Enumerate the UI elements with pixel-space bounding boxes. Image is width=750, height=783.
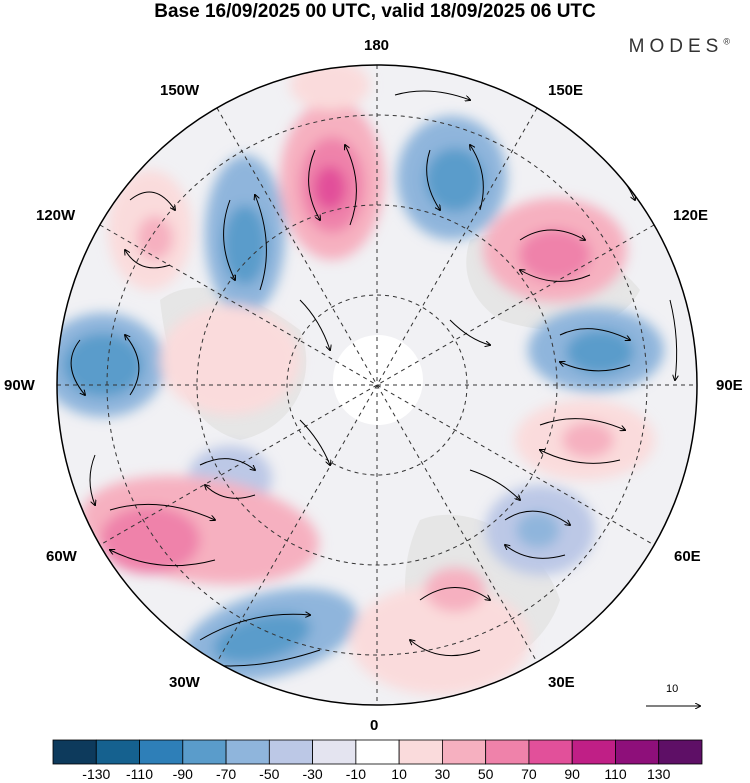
colorbar-tick-label: 50 [477, 766, 494, 782]
colorbar-swatch [268, 739, 313, 765]
polar-cap [333, 335, 423, 425]
colorbar-tick-label: -50 [259, 766, 280, 782]
lon-label-120w: 120W [36, 207, 76, 224]
modes-logo: MODES® [629, 36, 730, 58]
colorbar-swatch [182, 739, 227, 765]
colorbar-swatch [658, 739, 703, 765]
colorbar [52, 739, 703, 765]
colorbar-tick-label: -90 [172, 766, 193, 782]
lon-label-30w: 30W [169, 674, 200, 691]
colorbar-tick-label: -10 [345, 766, 367, 782]
colorbar-tick-label: -30 [302, 766, 323, 782]
colorbar-tick-label: 110 [604, 766, 627, 782]
lon-label-150w: 150W [160, 82, 200, 99]
colorbar-tick-label: 70 [521, 766, 537, 782]
registered-mark: ® [723, 36, 730, 47]
colorbar-swatch [615, 739, 660, 765]
colorbar-labels: -130 -110 -90 -70 -50 -30 -10 10 30 50 70 90 110 130 [0, 766, 750, 783]
lon-label-60w: 60W [46, 548, 77, 565]
colorbar-tick-label: 30 [434, 766, 451, 782]
vector-scale-label: 10 [666, 683, 679, 695]
colorbar-swatch [355, 739, 400, 765]
colorbar-tick-label: -110 [126, 766, 153, 782]
colorbar-swatch [485, 739, 530, 765]
colorbar-tick-label: -70 [215, 766, 237, 782]
colorbar-swatch [312, 739, 357, 765]
colorbar-tick-label: 90 [564, 766, 580, 782]
colorbar-swatch [225, 739, 270, 765]
lon-label-120e: 120E [673, 207, 709, 224]
lon-label-60e: 60E [674, 548, 701, 565]
wind-vectors [70, 90, 677, 666]
colorbar-swatch [52, 739, 97, 765]
colorbar-swatch [441, 739, 487, 765]
brand-text: MODES [628, 36, 724, 57]
anomaly-field [57, 65, 697, 705]
lon-label-90w: 90W [4, 377, 35, 394]
colorbar-tick-label: 10 [391, 766, 407, 782]
lon-label-0: 0 [370, 717, 379, 734]
colorbar-tick-label: 130 [647, 766, 671, 782]
map-boundary [56, 64, 698, 706]
colorbar-tick-label: -130 [82, 766, 111, 782]
lon-label-30e: 30E [548, 674, 575, 691]
colorbar-swatch [398, 739, 443, 765]
anomaly-blobs [57, 65, 664, 695]
lon-label-90e: 90E [716, 377, 743, 394]
lon-label-180: 180 [364, 37, 390, 54]
colorbar-swatch [139, 739, 184, 765]
map-title: Base 16/09/2025 00 UTC, valid 18/09/2025… [154, 1, 596, 22]
lon-label-150e: 150E [548, 82, 584, 99]
colorbar-swatch [95, 739, 140, 765]
colorbar-swatch [571, 739, 616, 765]
graticule [57, 65, 697, 705]
colorbar-swatch [528, 739, 573, 765]
